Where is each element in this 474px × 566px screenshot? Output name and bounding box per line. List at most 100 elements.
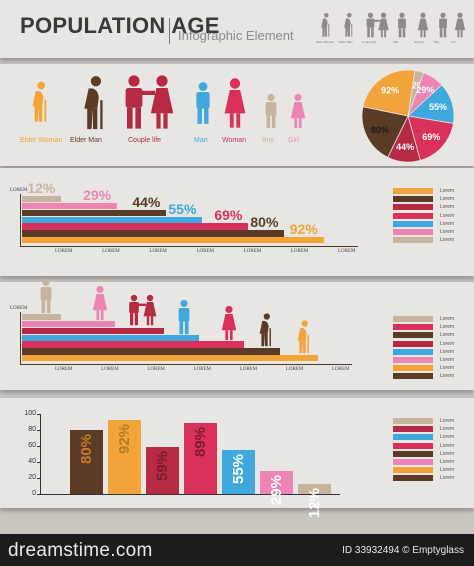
mini-boy-icon: [436, 12, 450, 43]
y-axis-line: [40, 414, 41, 494]
woman-icon: [222, 74, 248, 137]
bar-value-label: 44%: [132, 193, 161, 210]
bar: [22, 334, 200, 341]
legend-swatch: [393, 188, 433, 194]
legend-label: Lorem: [440, 332, 455, 339]
boy-icon: [262, 90, 280, 137]
boy-icon: [37, 276, 55, 321]
x-axis-line: [20, 364, 352, 365]
column-bar: [298, 484, 331, 494]
people-label: Man: [194, 137, 208, 144]
legend-swatch: [393, 434, 433, 441]
legend-swatch: [393, 348, 433, 355]
bar: [22, 314, 61, 321]
y-tick-mark: [37, 414, 40, 415]
legend-swatch: [393, 426, 433, 433]
column-value-label: 89%: [192, 426, 209, 457]
legend-label: Lorem: [440, 442, 455, 449]
legend-swatch: [393, 324, 433, 331]
elder-man-icon: [78, 74, 108, 137]
legend-label: Lorem: [440, 229, 455, 235]
mini-label: Boy: [434, 40, 440, 44]
column-value-label: 59%: [154, 450, 171, 481]
page-subtitle: Infographic Element: [178, 28, 294, 43]
x-tick-label: LOREM: [147, 367, 165, 372]
legend-label: Lorem: [440, 357, 455, 363]
legend-label: Lorem: [440, 196, 455, 203]
mini-label: Elder Man: [339, 40, 353, 44]
people-label: Woman: [222, 137, 246, 144]
bar-value-label: 92%: [289, 221, 318, 238]
mini-girl-icon: [453, 12, 467, 43]
footer-id-text: ID 33932494 © Emptyglass: [342, 545, 464, 556]
mini-label: Elder Woman: [316, 40, 335, 44]
x-tick-label: LOREM: [55, 249, 73, 254]
legend-swatch: [393, 220, 433, 227]
bar: [22, 230, 285, 237]
page-title: POPULATION AGE: [20, 13, 220, 38]
x-tick-label: LOREM: [243, 249, 262, 254]
girl-icon: [289, 90, 307, 137]
x-tick-label: LOREM: [193, 367, 212, 372]
bar: [22, 209, 167, 217]
legend-swatch: [393, 212, 433, 219]
pie-chart: 12%29% 55% 69% 44% 80% 92%: [361, 69, 455, 163]
header-panel: POPULATION AGE Infographic Element Elder…: [0, 0, 474, 58]
pie-slice-label: 12%: [407, 81, 425, 91]
legend-label: Lorem: [440, 450, 455, 457]
mini-label: Couple life: [362, 40, 377, 44]
bar: [22, 237, 324, 244]
y-tick-mark: [37, 494, 40, 495]
pie-slice: [361, 106, 409, 158]
legend-swatch: [393, 196, 433, 203]
column-value-label: 92%: [116, 424, 133, 455]
mini-couple-icon: [364, 12, 390, 43]
axis-label: LOREM: [10, 188, 28, 193]
mini-elder-man-icon: [341, 12, 355, 43]
legend-swatch: [393, 357, 433, 363]
legend-label: Lorem: [440, 237, 455, 244]
man-icon: [192, 74, 214, 137]
y-tick-mark: [37, 478, 40, 479]
mini-label: Woman: [414, 40, 425, 44]
people-label: Girl: [288, 137, 299, 144]
percent-bar-chart-panel: LOREM LOREM LOREM LOREM LOREM LOREM LOREM LOREM…: [0, 168, 474, 276]
bar-value-label: 55%: [168, 200, 197, 217]
bar-value-label: 69%: [214, 207, 243, 224]
icon-bar-chart-panel: LOREM LOREM LOREM LOREM LOREM LOREM LOREM LOREM…: [0, 278, 474, 390]
x-tick-label: LOREM: [332, 367, 350, 372]
bar-value-label: 12%: [27, 180, 56, 196]
x-tick-label: LOREM: [102, 249, 120, 254]
legend-swatch: [393, 316, 433, 322]
people-label: Elder Man: [70, 137, 102, 144]
legend-label: Lorem: [440, 348, 455, 355]
x-tick-label: LOREM: [285, 367, 304, 372]
y-tick-mark: [37, 446, 40, 447]
y-axis-line: [20, 194, 21, 246]
y-tick-label: 100: [24, 410, 36, 417]
x-tick-label: LOREM: [290, 249, 309, 254]
legend-label: Lorem: [440, 418, 455, 424]
bar: [22, 355, 319, 362]
column-value-label: 29%: [268, 474, 285, 505]
y-tick-label: 0: [32, 490, 36, 497]
legend-label: Lorem: [440, 475, 455, 482]
x-tick-label: LOREM: [338, 249, 356, 254]
woman-icon: [220, 303, 238, 348]
girl-icon: [91, 283, 109, 328]
pie-slice-label: 80%: [371, 125, 389, 135]
footer-brand: dreamstime.com: [8, 540, 153, 561]
column-bar: [260, 470, 293, 494]
legend-swatch: [393, 229, 433, 235]
y-axis-line: [20, 312, 21, 364]
y-tick-label: 60: [28, 442, 36, 449]
y-tick-label: 20: [28, 474, 36, 481]
pie-slice: [407, 115, 454, 161]
legend-label: Lorem: [440, 459, 455, 465]
legend-swatch: [393, 204, 433, 211]
x-tick-label: LOREM: [239, 367, 258, 372]
header-divider: [169, 18, 170, 44]
column-bar: [184, 422, 217, 494]
legend-swatch: [393, 418, 433, 424]
legend-label: Lorem: [440, 340, 455, 347]
